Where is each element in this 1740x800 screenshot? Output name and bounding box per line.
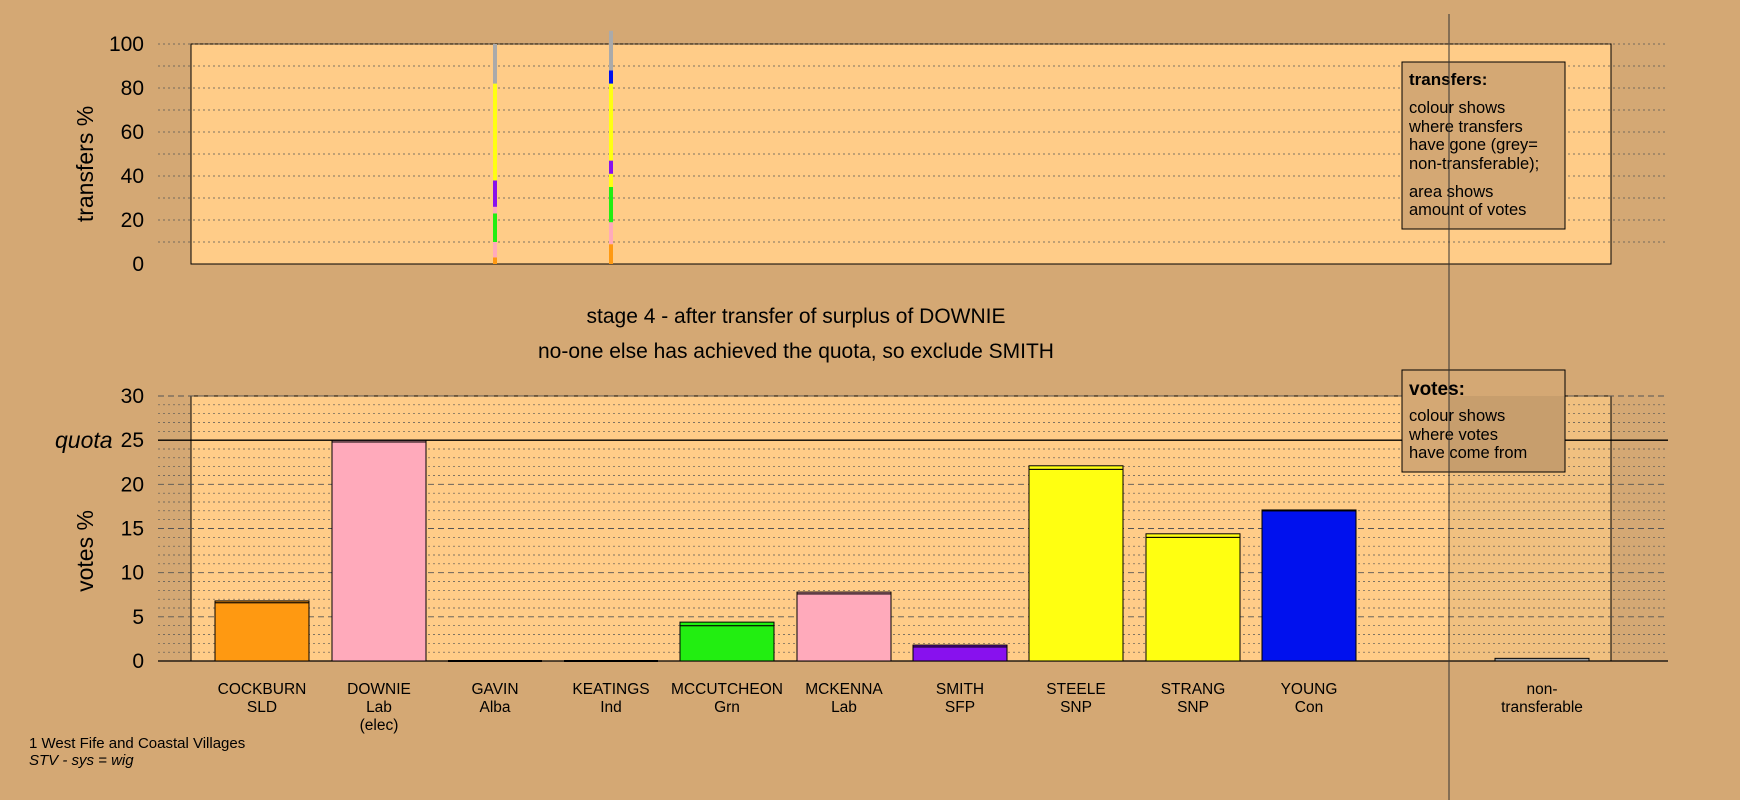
y-tick-label: 60: [121, 121, 144, 144]
transfer-segment: [609, 70, 613, 84]
y-tick-label: 20: [121, 473, 144, 496]
transfers-legend: transfers: colour shows where transfers …: [1401, 61, 1566, 230]
votes-bars: [214, 439, 1590, 662]
candidate-party: Grn: [714, 699, 740, 716]
y-tick-label: 100: [109, 33, 144, 56]
vote-bar-transfer-segment: [1145, 533, 1241, 538]
vote-bar-transfer-segment: [912, 644, 1008, 648]
y-tick-label: 10: [121, 562, 144, 585]
y-tick-label: 40: [121, 165, 144, 188]
transfer-segment: [609, 173, 613, 187]
vote-bar-transfer-segment: [1028, 465, 1124, 470]
transfer-segment: [493, 180, 497, 207]
transfers-legend-line: area shows: [1409, 183, 1493, 201]
transfer-segment: [493, 257, 497, 264]
votes-legend-box: [1401, 369, 1566, 473]
vote-bar: [1261, 510, 1357, 662]
ward-name: 1 West Fife and Coastal Villages: [29, 735, 245, 752]
candidate-name: non-: [1526, 681, 1557, 698]
candidate-name: DOWNIE: [347, 681, 411, 698]
candidate-name: GAVIN: [471, 681, 518, 698]
transfers-legend-box: [1401, 61, 1566, 230]
candidate-party: SNP: [1177, 699, 1209, 716]
vote-bar: [1494, 657, 1590, 662]
transfer-segment: [609, 160, 613, 174]
candidate-party: SNP: [1060, 699, 1092, 716]
y-tick-label: 0: [132, 650, 144, 673]
candidate-party: Lab: [366, 699, 392, 716]
votes-legend-line: where votes: [1408, 426, 1498, 444]
y-tick-label: 80: [121, 77, 144, 100]
transfer-segment: [493, 44, 497, 84]
candidate-name: KEATINGS: [572, 681, 649, 698]
transfer-segment: [493, 242, 497, 258]
y-tick-label: 25: [121, 429, 144, 452]
candidate-name: SMITH: [936, 681, 984, 698]
candidate-party: Ind: [600, 699, 622, 716]
transfers-y-axis-label: transfers %: [72, 106, 98, 222]
transfers-legend-line: non-transferable);: [1409, 155, 1539, 173]
candidate-name: STRANG: [1161, 681, 1226, 698]
transfers-columns: [493, 30, 613, 264]
vote-bar: [1028, 468, 1124, 662]
candidate-name: YOUNG: [1281, 681, 1338, 698]
candidate-party: Alba: [479, 699, 510, 716]
non-transferable-shade: [1449, 396, 1611, 661]
vote-bar: [331, 441, 427, 662]
vote-bar-transfer-segment: [1261, 509, 1357, 512]
candidate-name: STEELE: [1046, 681, 1105, 698]
votes-legend: votes: colour shows where votes have com…: [1401, 369, 1566, 473]
candidate-name: COCKBURN: [218, 681, 307, 698]
transfer-segment: [493, 83, 497, 181]
candidate-party: SLD: [247, 699, 277, 716]
vote-bar: [912, 646, 1008, 662]
y-tick-label: 5: [132, 606, 144, 629]
vote-bar: [796, 593, 892, 662]
transfer-segment: [493, 213, 497, 242]
system-note: STV - sys = wig: [29, 752, 134, 769]
candidate-name: MCCUTCHEON: [671, 681, 783, 698]
candidate-status: (elec): [360, 717, 399, 734]
transfers-legend-title: transfers:: [1409, 70, 1487, 89]
transfer-segment: [609, 187, 613, 223]
votes-y-axis-label: votes %: [72, 510, 98, 592]
transfer-segment: [609, 83, 613, 161]
vote-bar-transfer-segment: [679, 621, 775, 627]
candidate-party: SFP: [945, 699, 975, 716]
stage-subtitle: no-one else has achieved the quota, so e…: [538, 340, 1054, 363]
transfer-segment: [609, 30, 613, 71]
y-tick-label: 15: [121, 518, 144, 541]
y-tick-label: 0: [132, 253, 144, 276]
candidate-party: Lab: [831, 699, 857, 716]
votes-legend-line: colour shows: [1409, 407, 1505, 425]
candidate-labels: COCKBURNSLDDOWNIELab(elec)GAVINAlbaKEATI…: [218, 681, 1583, 734]
transfers-gridlines: [158, 43, 1668, 243]
transfers-legend-line: have gone (grey=: [1409, 136, 1538, 154]
y-tick-label: 20: [121, 209, 144, 232]
votes-legend-line: have come from: [1409, 444, 1527, 462]
y-tick-label: 30: [121, 385, 144, 408]
transfer-segment: [609, 244, 613, 264]
transfers-legend-line: colour shows: [1409, 99, 1505, 117]
vote-bar: [1145, 536, 1241, 662]
quota-label: quota: [55, 427, 113, 453]
vote-bar: [214, 602, 310, 662]
vote-bar-transfer-segment: [796, 591, 892, 595]
transfers-legend-line: amount of votes: [1409, 201, 1526, 219]
transfers-panel: 0 20 40 60 80 100 transfers % transfers: colo…: [72, 30, 1668, 276]
stage-title: stage 4 - after transfer of surplus of D…: [587, 305, 1006, 328]
votes-legend-title: votes:: [1409, 379, 1465, 400]
candidate-party: transferable: [1501, 699, 1583, 716]
transfer-segment: [609, 222, 613, 245]
transfer-segment: [493, 206, 497, 214]
vote-bar-transfer-segment: [214, 600, 310, 604]
vote-bar: [679, 625, 775, 662]
candidate-party: Con: [1295, 699, 1323, 716]
votes-y-ticks: 0 5 10 15 20 25 30: [121, 385, 144, 673]
candidate-name: MCKENNA: [805, 681, 883, 698]
transfers-legend-line: where transfers: [1408, 118, 1523, 136]
transfers-y-ticks: 0 20 40 60 80 100: [109, 33, 144, 276]
